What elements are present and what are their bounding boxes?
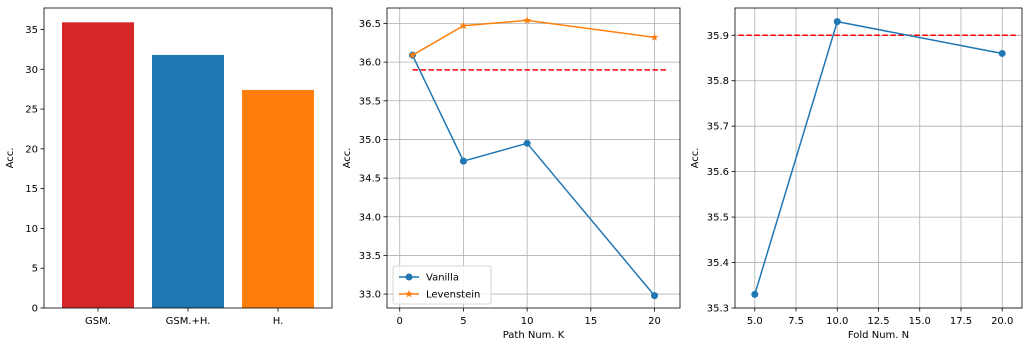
legend-marker (405, 289, 413, 298)
data-point (651, 292, 659, 300)
x-tick-label: 15.0 (909, 316, 931, 327)
x-tick-label: 17.5 (950, 316, 972, 327)
y-tick-label: 20 (25, 144, 38, 155)
y-tick-label: 36.5 (359, 19, 381, 30)
x-axis-label: Fold Num. N (848, 330, 909, 341)
chart-panel-2: 0 5 10 15 20 33.0 33.5 34.0 34.5 35.0 35.5 36.0 36.5… (342, 7, 681, 341)
y-tick-label: 10 (25, 224, 38, 235)
y-tick-label: 0 (32, 304, 38, 315)
bar-2 (152, 54, 224, 308)
y-tick-label: 34.5 (359, 174, 381, 185)
x-tick-label: 12.5 (867, 316, 889, 327)
x-tick-label: 0 (397, 316, 403, 327)
y-tick-label: 34.0 (359, 212, 381, 223)
legend-label: Vanilla (426, 273, 459, 284)
x-tick-label: 20.0 (991, 316, 1013, 327)
legend-label: Levenstein (426, 290, 480, 301)
series-line-2 (412, 19, 655, 56)
chart-panel-1: GSM. GSM.+H. H. 0 5 10 15 20 25 30 35 Acc. (5, 7, 333, 327)
bar-3 (242, 89, 314, 309)
y-axis-label: Acc. (5, 148, 16, 169)
data-point (459, 157, 467, 165)
x-tick-label: 5.0 (747, 316, 763, 327)
data-point (833, 18, 841, 26)
y-tick-label: 35.0 (359, 135, 381, 146)
x-tick-label: 20 (648, 316, 661, 327)
y-tick-label: 35 (25, 25, 38, 36)
y-tick-label: 35.4 (707, 258, 729, 269)
bar-1 (62, 22, 134, 308)
y-tick-label: 35.7 (707, 122, 729, 133)
data-point (523, 16, 532, 24)
y-tick-label: 35.5 (707, 213, 729, 224)
x-tick-label: 5 (460, 316, 466, 327)
x-axis-label: Path Num. K (503, 330, 565, 341)
data-point (998, 49, 1006, 57)
x-tick-label: 10.0 (826, 316, 848, 327)
data-point (523, 139, 531, 147)
y-tick-label: 35.3 (707, 304, 729, 315)
data-point (459, 21, 468, 30)
data-point (408, 50, 417, 59)
series-line-1 (411, 54, 656, 297)
y-tick-label: 25 (25, 105, 38, 116)
y-tick-label: 35.8 (707, 76, 729, 87)
data-point (650, 33, 659, 41)
y-axis-label: Acc. (342, 148, 353, 169)
legend-marker (405, 273, 413, 281)
axes-frame (734, 7, 1023, 309)
y-tick-label: 33.0 (359, 290, 381, 301)
chart-panel-3: 5.0 7.5 10.0 12.5 15.0 17.5 20.0 35.3 35.4 35.5 35… (690, 7, 1023, 341)
x-tick-label: GSM.+H. (166, 316, 211, 327)
y-tick-label: 5 (32, 264, 38, 275)
x-tick-label: 15 (584, 316, 597, 327)
y-tick-label: 36.0 (359, 58, 381, 69)
y-tick-label: 33.5 (359, 251, 381, 262)
x-tick-label: GSM. (85, 316, 111, 327)
y-tick-label: 35.9 (707, 31, 729, 42)
x-tick-label: 7.5 (788, 316, 804, 327)
x-tick-label: 10 (521, 316, 534, 327)
axes-frame (43, 7, 333, 309)
x-tick-label: H. (273, 316, 284, 327)
axes-frame (386, 7, 681, 309)
y-tick-label: 35.5 (359, 96, 381, 107)
y-tick-label: 30 (25, 65, 38, 76)
y-axis-label: Acc. (690, 148, 701, 169)
y-tick-label: 35.6 (707, 167, 729, 178)
y-tick-label: 15 (25, 184, 38, 195)
data-point (751, 290, 759, 298)
